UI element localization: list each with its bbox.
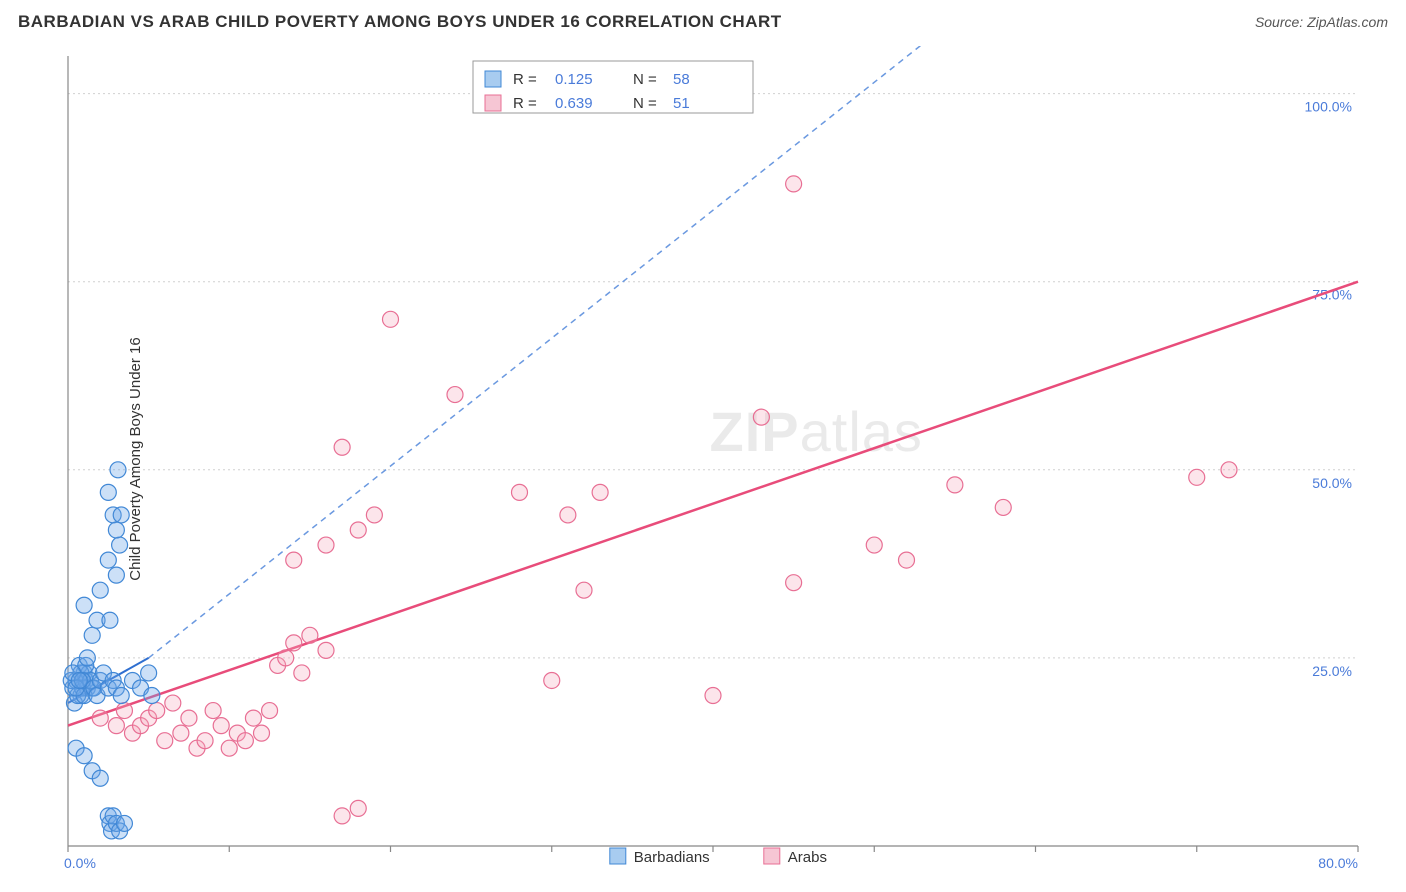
data-point-a: [102, 612, 118, 628]
data-point-b: [205, 703, 221, 719]
data-point-b: [108, 718, 124, 734]
legend-r-value: 0.125: [555, 71, 593, 88]
data-point-b: [262, 703, 278, 719]
y-axis-label: Child Poverty Among Boys Under 16: [127, 337, 144, 580]
legend-n-value: 58: [673, 71, 690, 88]
data-point-b: [786, 575, 802, 591]
data-point-b: [383, 311, 399, 327]
data-point-b: [995, 499, 1011, 515]
data-point-b: [334, 439, 350, 455]
legend-r-value: 0.639: [555, 95, 593, 112]
data-point-b: [173, 725, 189, 741]
bottom-legend-label: Arabs: [788, 849, 827, 866]
data-point-b: [165, 695, 181, 711]
data-point-a: [116, 815, 132, 831]
data-point-b: [350, 800, 366, 816]
data-point-a: [92, 770, 108, 786]
data-point-a: [108, 567, 124, 583]
trend-line-a-ext: [149, 46, 955, 658]
data-point-b: [576, 582, 592, 598]
data-point-b: [318, 642, 334, 658]
data-point-a: [110, 462, 126, 478]
data-point-b: [318, 537, 334, 553]
chart-container: Child Poverty Among Boys Under 16 25.0%5…: [18, 46, 1388, 872]
data-point-b: [866, 537, 882, 553]
data-point-b: [1189, 469, 1205, 485]
data-point-b: [947, 477, 963, 493]
data-point-b: [92, 710, 108, 726]
data-point-b: [366, 507, 382, 523]
data-point-b: [592, 484, 608, 500]
legend-r-label: R =: [513, 95, 537, 112]
data-point-b: [286, 552, 302, 568]
data-point-b: [302, 627, 318, 643]
bottom-legend-swatch: [764, 848, 780, 864]
data-point-b: [149, 703, 165, 719]
data-point-b: [560, 507, 576, 523]
y-tick-label: 25.0%: [1312, 663, 1352, 679]
data-point-b: [544, 672, 560, 688]
data-point-a: [108, 522, 124, 538]
data-point-b: [237, 733, 253, 749]
legend-swatch: [485, 71, 501, 87]
data-point-a: [100, 484, 116, 500]
source-label: Source: ZipAtlas.com: [1255, 14, 1388, 30]
trend-line-b: [68, 282, 1358, 726]
data-point-b: [116, 703, 132, 719]
data-point-b: [294, 665, 310, 681]
data-point-b: [334, 808, 350, 824]
data-point-a: [100, 552, 116, 568]
x-min-label: 0.0%: [64, 855, 96, 871]
data-point-b: [286, 635, 302, 651]
watermark: ZIPatlas: [709, 400, 922, 463]
data-point-a: [76, 748, 92, 764]
data-point-b: [181, 710, 197, 726]
data-point-b: [512, 484, 528, 500]
data-point-b: [213, 718, 229, 734]
legend-n-label: N =: [633, 71, 657, 88]
legend-n-label: N =: [633, 95, 657, 112]
data-point-b: [221, 740, 237, 756]
legend-r-label: R =: [513, 71, 537, 88]
data-point-b: [278, 650, 294, 666]
data-point-a: [76, 597, 92, 613]
data-point-b: [245, 710, 261, 726]
data-point-a: [92, 582, 108, 598]
y-tick-label: 50.0%: [1312, 475, 1352, 491]
data-point-a: [141, 665, 157, 681]
data-point-a: [113, 688, 129, 704]
data-point-b: [254, 725, 270, 741]
data-point-a: [71, 672, 87, 688]
data-point-b: [1221, 462, 1237, 478]
data-point-b: [350, 522, 366, 538]
bottom-legend-label: Barbadians: [634, 849, 710, 866]
data-point-b: [753, 409, 769, 425]
data-point-b: [899, 552, 915, 568]
data-point-a: [84, 627, 100, 643]
data-point-b: [157, 733, 173, 749]
bottom-legend-swatch: [610, 848, 626, 864]
data-point-b: [197, 733, 213, 749]
legend-n-value: 51: [673, 95, 690, 112]
data-point-a: [79, 650, 95, 666]
chart-title: BARBADIAN VS ARAB CHILD POVERTY AMONG BO…: [18, 12, 782, 32]
data-point-b: [705, 688, 721, 704]
data-point-a: [144, 688, 160, 704]
y-tick-label: 100.0%: [1305, 99, 1352, 115]
legend-swatch: [485, 95, 501, 111]
data-point-b: [786, 176, 802, 192]
x-max-label: 80.0%: [1318, 855, 1358, 871]
data-point-b: [447, 387, 463, 403]
data-point-a: [112, 537, 128, 553]
scatter-chart: 25.0%50.0%75.0%100.0%0.0%80.0%ZIPatlasR …: [18, 46, 1388, 872]
